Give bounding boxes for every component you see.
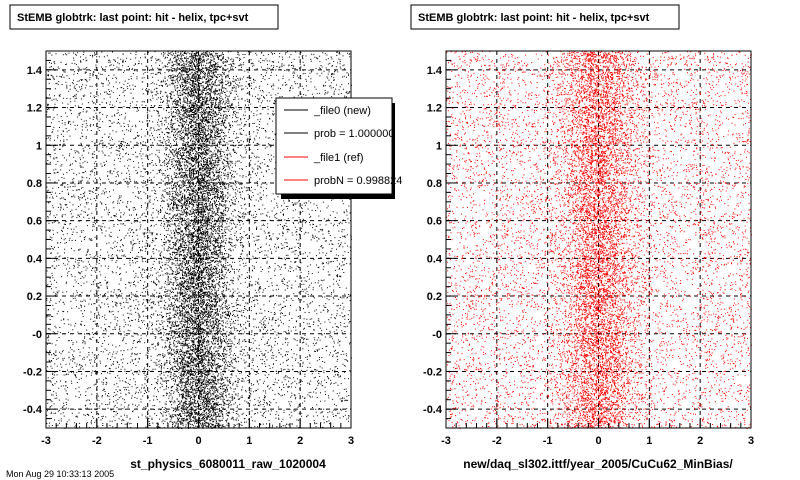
- right-x-tick-label-6: 3: [748, 435, 754, 447]
- legend-label-prob: prob = 1.000000: [314, 128, 394, 140]
- left-x-tick-label-0: -3: [41, 435, 51, 447]
- right-x-axis-title: new/daq_sl302.ittf/year_2005/CuCu62_MinB…: [463, 457, 733, 471]
- left-title-box: [9, 4, 279, 30]
- right-scatter-series: [446, 51, 752, 429]
- left-scatter-series: [46, 51, 352, 429]
- right-y-tick-label-1: -0.2: [423, 366, 442, 378]
- left-axes: -3 -2 -1 0 1 2 3 -0.4 -0.2 -0 0.2 0.4 0.6 0.8 1 1.2 1.4: [23, 50, 354, 447]
- left-x-tick-label-1: -2: [92, 435, 102, 447]
- left-y-tick-label-2: -0: [32, 329, 42, 341]
- right-y-tick-label-8: 1.2: [427, 103, 442, 115]
- left-y-tick-label-0: -0.4: [23, 404, 43, 416]
- right-scatter-points: [446, 51, 752, 429]
- right-x-tick-label-1: -2: [492, 435, 502, 447]
- left-x-tick-label-3: 0: [195, 435, 201, 447]
- right-x-tick-label-5: 2: [697, 435, 703, 447]
- left-y-tick-label-1: -0.2: [23, 366, 42, 378]
- left-y-tick-label-7: 1: [36, 140, 42, 152]
- right-x-tick-label-0: -3: [441, 435, 451, 447]
- left-y-tick-label-3: 0.2: [27, 291, 42, 303]
- legend: _file0 (new) prob = 1.000000 _file1 (ref…: [275, 97, 402, 199]
- right-y-tick-label-2: -0: [432, 329, 442, 341]
- left-y-tick-label-8: 1.2: [27, 103, 42, 115]
- right-y-tick-label-6: 0.8: [427, 178, 442, 190]
- right-y-tick-label-5: 0.6: [427, 216, 442, 228]
- right-y-tick-label-4: 0.4: [427, 253, 443, 265]
- left-chart-title: StEMB globtrk: last point: hit - helix, …: [17, 12, 249, 24]
- right-x-tick-label-3: 0: [595, 435, 601, 447]
- right-y-tick-label-9: 1.4: [427, 65, 443, 77]
- right-y-tick-label-3: 0.2: [427, 291, 442, 303]
- footer-timestamp: Mon Aug 29 10:33:13 2005: [6, 469, 114, 479]
- legend-box: [275, 97, 393, 195]
- legend-label-probn: probN = 0.998824: [314, 175, 402, 187]
- right-title-box: [410, 4, 680, 30]
- left-axes-frame: [45, 50, 352, 429]
- left-y-tick-label-4: 0.4: [27, 253, 43, 265]
- left-y-tick-label-9: 1.4: [27, 65, 43, 77]
- right-x-tick-label-2: -1: [543, 435, 553, 447]
- right-panel: StEMB globtrk: last point: hit - helix, …: [410, 4, 754, 471]
- left-y-tick-label-5: 0.6: [27, 216, 42, 228]
- right-chart-title: StEMB globtrk: last point: hit - helix, …: [418, 12, 650, 24]
- right-y-tick-label-0: -0.4: [423, 404, 443, 416]
- right-axes: -3 -2 -1 0 1 2 3 -0.4 -0.2 -0 0.2 0.4 0.6 0.8 1 1.2 1.4: [423, 50, 754, 447]
- right-x-tick-label-4: 1: [646, 435, 652, 447]
- left-x-tick-label-6: 3: [348, 435, 354, 447]
- left-y-tick-label-6: 0.8: [27, 178, 42, 190]
- legend-label-file0: _file0 (new): [313, 105, 371, 117]
- left-x-tick-label-2: -1: [143, 435, 153, 447]
- left-panel: StEMB globtrk: last point: hit - helix, …: [9, 4, 402, 471]
- right-axes-frame: [445, 50, 752, 429]
- left-x-axis-title: st_physics_6080011_raw_1020004: [130, 457, 326, 471]
- left-x-tick-label-4: 1: [246, 435, 252, 447]
- left-scatter-points: [46, 51, 352, 429]
- legend-label-file1: _file1 (ref): [313, 152, 364, 164]
- left-x-tick-label-5: 2: [297, 435, 303, 447]
- right-y-tick-label-7: 1: [436, 140, 442, 152]
